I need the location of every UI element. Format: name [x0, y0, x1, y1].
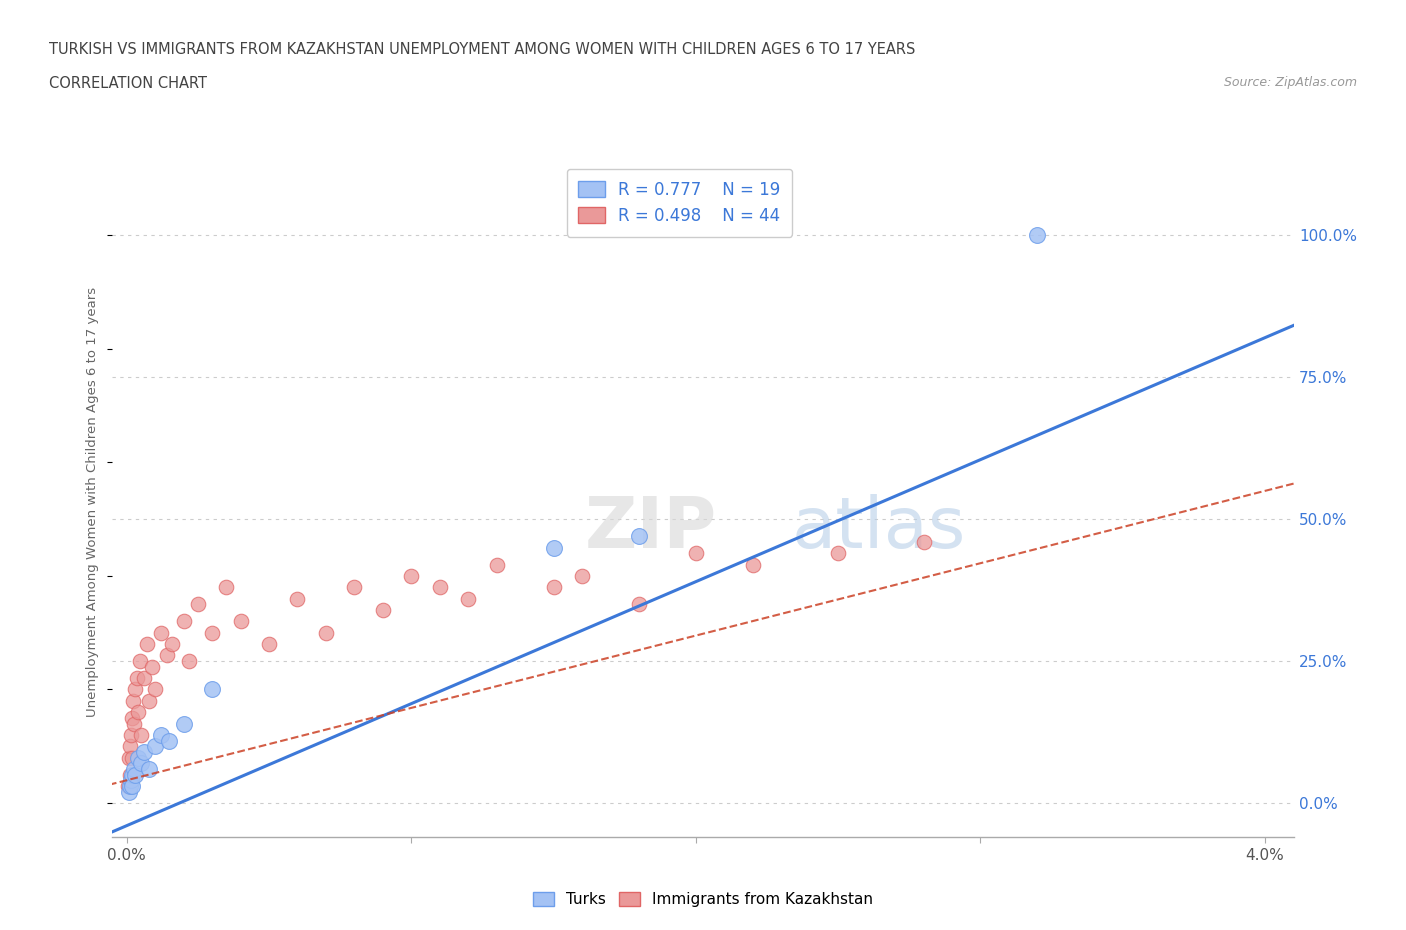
Point	[343, 580, 366, 595]
Y-axis label: Unemployment Among Women with Children Ages 6 to 17 years: Unemployment Among Women with Children A…	[86, 287, 100, 717]
Point	[120, 738, 142, 753]
Point	[149, 625, 172, 640]
Point	[149, 727, 172, 742]
Point	[543, 580, 565, 595]
Point	[120, 773, 142, 788]
Text: TURKISH VS IMMIGRANTS FROM KAZAKHSTAN UNEMPLOYMENT AMONG WOMEN WITH CHILDREN AGE: TURKISH VS IMMIGRANTS FROM KAZAKHSTAN UN…	[49, 42, 915, 57]
Point	[912, 535, 935, 550]
Point	[118, 767, 141, 782]
Point	[143, 738, 166, 753]
Point	[173, 716, 195, 731]
Point	[741, 557, 763, 572]
Point	[121, 767, 143, 782]
Point	[121, 778, 143, 793]
Point	[118, 751, 141, 765]
Point	[141, 659, 163, 674]
Point	[127, 705, 149, 720]
Point	[124, 767, 146, 782]
Point	[571, 568, 593, 583]
Point	[162, 637, 184, 652]
Point	[315, 625, 337, 640]
Point	[543, 540, 565, 555]
Point	[121, 711, 143, 725]
Point	[371, 603, 394, 618]
Point	[173, 614, 195, 629]
Point	[187, 597, 209, 612]
Point	[135, 637, 157, 652]
Point	[201, 682, 224, 697]
Text: atlas: atlas	[792, 495, 966, 564]
Point	[128, 654, 150, 669]
Point	[401, 568, 423, 583]
Text: CORRELATION CHART: CORRELATION CHART	[49, 76, 207, 91]
Point	[120, 778, 142, 793]
Legend: R = 0.777    N = 19, R = 0.498    N = 44: R = 0.777 N = 19, R = 0.498 N = 44	[567, 169, 792, 237]
Point	[229, 614, 252, 629]
Point	[1026, 228, 1049, 243]
Point	[827, 546, 849, 561]
Point	[627, 529, 650, 544]
Point	[138, 762, 160, 777]
Point	[215, 580, 238, 595]
Point	[118, 784, 141, 799]
Point	[127, 751, 149, 765]
Point	[287, 591, 309, 606]
Point	[157, 733, 180, 748]
Point	[120, 727, 142, 742]
Point	[143, 682, 166, 697]
Point	[201, 625, 224, 640]
Point	[179, 654, 201, 669]
Legend: Turks, Immigrants from Kazakhstan: Turks, Immigrants from Kazakhstan	[527, 885, 879, 913]
Point	[125, 671, 148, 685]
Point	[627, 597, 650, 612]
Point	[129, 727, 152, 742]
Point	[122, 694, 145, 709]
Point	[124, 682, 146, 697]
Point	[685, 546, 707, 561]
Point	[257, 637, 280, 652]
Point	[429, 580, 451, 595]
Point	[117, 778, 139, 793]
Point	[457, 591, 479, 606]
Text: Source: ZipAtlas.com: Source: ZipAtlas.com	[1223, 76, 1357, 89]
Point	[122, 762, 145, 777]
Point	[122, 716, 145, 731]
Point	[129, 756, 152, 771]
Point	[121, 751, 143, 765]
Text: ZIP: ZIP	[585, 495, 717, 564]
Point	[485, 557, 508, 572]
Point	[132, 744, 155, 759]
Point	[155, 648, 177, 663]
Point	[132, 671, 155, 685]
Point	[138, 694, 160, 709]
